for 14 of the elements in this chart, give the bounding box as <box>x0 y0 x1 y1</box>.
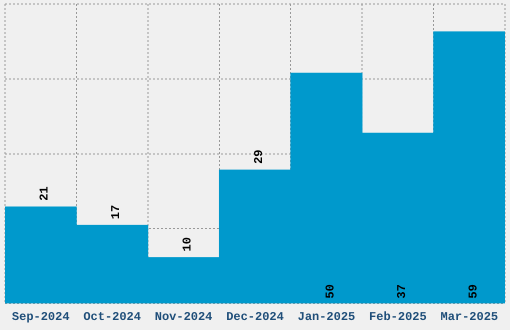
x-tick-label: Feb-2025 <box>369 310 427 324</box>
x-tick-label: Sep-2024 <box>12 310 70 324</box>
data-label: 21 <box>38 186 52 201</box>
x-tick-label: Mar-2025 <box>440 310 498 324</box>
data-label: 17 <box>109 204 124 220</box>
data-label: 59 <box>466 284 480 299</box>
data-label: 50 <box>323 284 338 299</box>
x-tick-label: Nov-2024 <box>154 310 212 324</box>
data-label: 37 <box>394 284 409 299</box>
x-tick-label: Oct-2024 <box>83 310 141 324</box>
data-label: 10 <box>180 237 195 252</box>
data-label: 29 <box>252 150 266 164</box>
x-tick-label: Dec-2024 <box>226 310 284 324</box>
x-tick-label: Jan-2025 <box>298 310 356 324</box>
